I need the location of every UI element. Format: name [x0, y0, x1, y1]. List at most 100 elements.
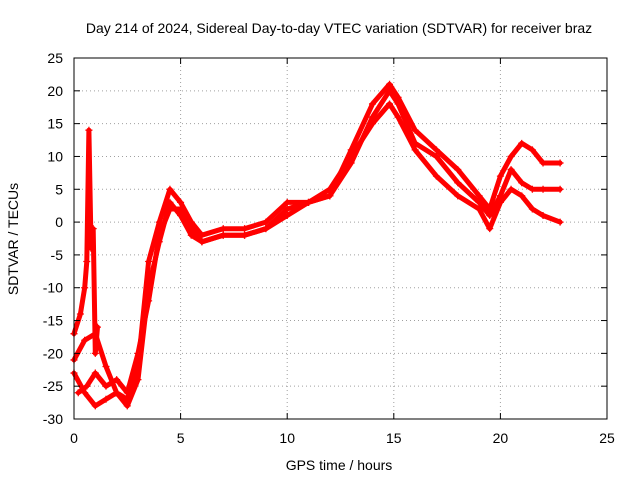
- data-point: [454, 166, 462, 174]
- data-point: [113, 389, 121, 397]
- data-point: [539, 212, 547, 220]
- data-point: [411, 146, 419, 154]
- data-point: [81, 336, 89, 344]
- data-point: [219, 231, 227, 239]
- x-axis-label: GPS time / hours: [286, 457, 393, 473]
- y-tick-label: 10: [47, 148, 63, 164]
- data-point: [166, 205, 174, 213]
- data-point: [241, 225, 249, 233]
- data-point: [556, 218, 564, 226]
- y-tick-label: -20: [43, 345, 63, 361]
- data-point: [518, 192, 526, 200]
- x-tick-label: 25: [599, 430, 615, 446]
- data-point: [539, 185, 547, 193]
- data-point: [507, 166, 515, 174]
- data-point: [177, 198, 185, 206]
- x-tick-label: 0: [70, 430, 78, 446]
- data-point: [93, 323, 101, 331]
- data-point: [177, 205, 185, 213]
- data-point: [347, 159, 355, 167]
- data-point: [486, 225, 494, 233]
- data-point: [283, 198, 291, 206]
- data-point: [486, 212, 494, 220]
- data-point: [528, 205, 536, 213]
- data-point: [432, 172, 440, 180]
- data-point: [496, 192, 504, 200]
- data-point: [83, 257, 91, 265]
- series-line-track-2: [71, 81, 563, 402]
- data-point: [262, 225, 270, 233]
- y-tick-label: 15: [47, 116, 63, 132]
- y-tick-label: 20: [47, 83, 63, 99]
- x-tick-label: 10: [279, 430, 295, 446]
- data-point: [123, 389, 131, 397]
- data-point: [394, 113, 402, 121]
- y-tick-label: 0: [55, 214, 63, 230]
- data-point: [496, 172, 504, 180]
- data-point: [91, 402, 99, 410]
- data-point: [76, 310, 84, 318]
- y-tick-label: -15: [43, 313, 63, 329]
- y-tick-label: 25: [47, 50, 63, 66]
- data-point: [386, 80, 394, 88]
- data-point: [187, 225, 195, 233]
- grid-layer: [74, 58, 607, 419]
- data-point: [89, 225, 97, 233]
- data-point: [198, 238, 206, 246]
- data-point: [368, 100, 376, 108]
- data-point: [81, 284, 89, 292]
- data-point: [518, 179, 526, 187]
- data-point: [113, 376, 121, 384]
- data-point: [83, 382, 91, 390]
- plot-frame: [73, 57, 608, 420]
- data-point: [347, 146, 355, 154]
- series-line-track-3: [75, 88, 563, 396]
- data-point: [166, 185, 174, 193]
- data-point: [102, 395, 110, 403]
- data-point: [556, 159, 564, 167]
- data-point: [507, 152, 515, 160]
- data-point: [475, 198, 483, 206]
- series-line-track-1: [71, 101, 563, 409]
- y-tick-label: -25: [43, 378, 63, 394]
- series-layer: [70, 80, 564, 410]
- data-point: [432, 152, 440, 160]
- chart-title: Day 214 of 2024, Sidereal Day-to-day VTE…: [86, 20, 592, 36]
- data-point: [85, 126, 93, 134]
- data-point: [219, 225, 227, 233]
- data-point: [283, 205, 291, 213]
- data-point: [91, 349, 99, 357]
- data-point: [368, 113, 376, 121]
- data-point: [432, 146, 440, 154]
- data-point: [394, 100, 402, 108]
- data-point: [454, 192, 462, 200]
- x-tick-label: 5: [177, 430, 185, 446]
- data-point: [102, 362, 110, 370]
- data-point: [241, 231, 249, 239]
- data-point: [386, 87, 394, 95]
- x-tick-label: 15: [386, 430, 402, 446]
- data-point: [262, 218, 270, 226]
- y-tick-label: 5: [55, 181, 63, 197]
- data-point: [91, 369, 99, 377]
- y-axis-label: SDTVAR / TECUs: [5, 183, 21, 295]
- data-point: [155, 218, 163, 226]
- data-point: [556, 185, 564, 193]
- data-point: [102, 382, 110, 390]
- x-tick-label: 20: [493, 430, 509, 446]
- data-point: [411, 126, 419, 134]
- data-point: [74, 389, 82, 397]
- data-point: [411, 139, 419, 147]
- data-point: [134, 349, 142, 357]
- data-point: [539, 159, 547, 167]
- data-point: [145, 297, 153, 305]
- data-point: [475, 192, 483, 200]
- data-point: [155, 231, 163, 239]
- data-point: [518, 139, 526, 147]
- data-point: [507, 185, 515, 193]
- series-line-track-4: [71, 127, 100, 356]
- data-point: [123, 402, 131, 410]
- data-point: [283, 212, 291, 220]
- data-point: [528, 146, 536, 154]
